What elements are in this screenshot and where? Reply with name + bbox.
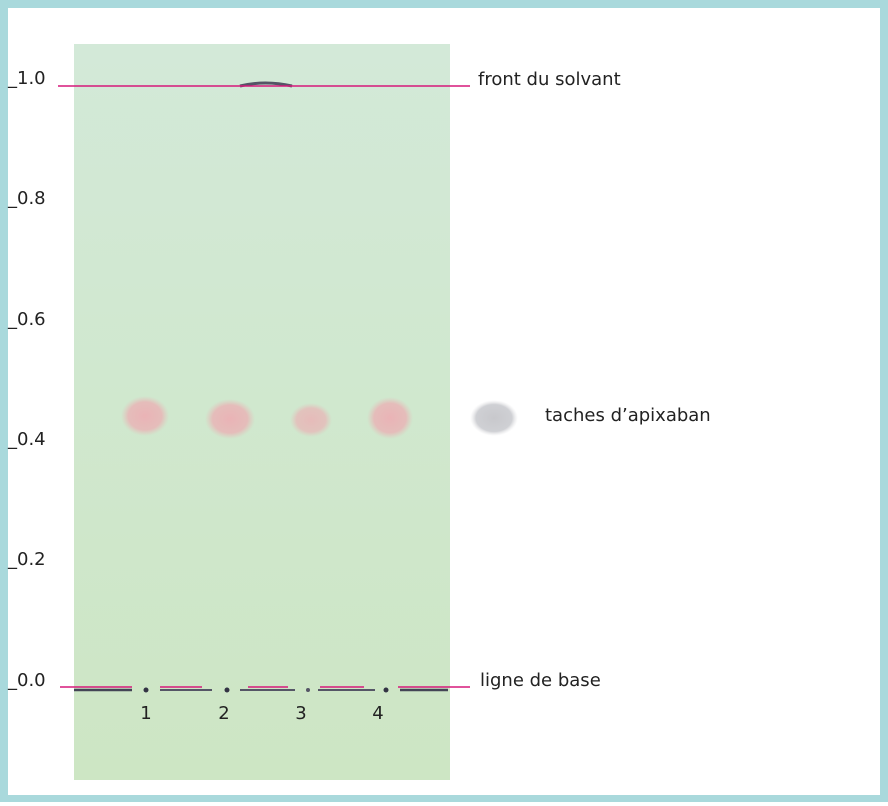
lane-label: 3 — [295, 703, 306, 724]
figure: _1.0 _0.8 _0.6 _0.4 _0.2 _0.0 front du s… — [0, 0, 888, 802]
tick-label: _0.6 — [7, 309, 46, 330]
tick-label: _0.8 — [7, 188, 46, 209]
tick-label: _0.4 — [7, 429, 46, 450]
spots-label: taches d’apixaban — [545, 405, 711, 426]
tick-label: _0.0 — [7, 670, 46, 691]
tick-label: _0.2 — [7, 549, 46, 570]
lane-label: 2 — [218, 703, 229, 724]
front-label: front du solvant — [478, 69, 621, 90]
lane-label: 1 — [140, 703, 151, 724]
lane-label: 4 — [372, 703, 383, 724]
tick-label: _1.0 — [7, 68, 46, 89]
baseline-label: ligne de base — [480, 670, 601, 691]
legend-spot — [470, 400, 518, 436]
